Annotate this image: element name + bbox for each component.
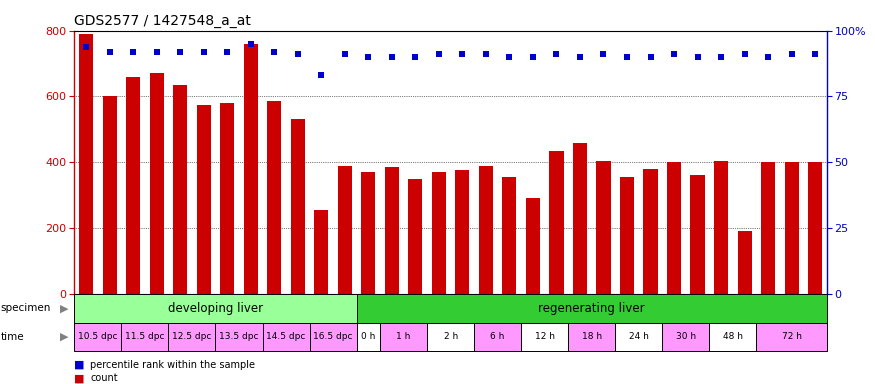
Bar xyxy=(150,73,164,294)
Bar xyxy=(455,170,470,294)
Bar xyxy=(357,294,827,323)
Bar xyxy=(479,166,493,294)
Text: ▶: ▶ xyxy=(60,332,68,342)
Bar xyxy=(122,323,168,351)
Bar xyxy=(215,323,262,351)
Bar xyxy=(550,151,564,294)
Bar xyxy=(502,177,516,294)
Bar xyxy=(168,323,215,351)
Bar xyxy=(597,161,611,294)
Bar xyxy=(409,179,423,294)
Text: 30 h: 30 h xyxy=(676,333,696,341)
Text: 11.5 dpc: 11.5 dpc xyxy=(125,333,164,341)
Bar xyxy=(710,323,756,351)
Bar xyxy=(314,210,328,294)
Bar xyxy=(526,199,540,294)
Text: 48 h: 48 h xyxy=(723,333,743,341)
Bar xyxy=(615,323,662,351)
Text: specimen: specimen xyxy=(1,303,52,313)
Bar xyxy=(74,294,357,323)
Bar xyxy=(243,44,258,294)
Bar xyxy=(290,119,304,294)
Text: percentile rank within the sample: percentile rank within the sample xyxy=(90,360,256,370)
Bar xyxy=(432,172,446,294)
Bar xyxy=(662,323,710,351)
Text: developing liver: developing liver xyxy=(168,302,263,314)
Text: 24 h: 24 h xyxy=(629,333,648,341)
Bar xyxy=(573,142,587,294)
Bar xyxy=(690,175,704,294)
Bar xyxy=(126,77,140,294)
Text: 16.5 dpc: 16.5 dpc xyxy=(313,333,353,341)
Text: 6 h: 6 h xyxy=(491,333,505,341)
Text: 2 h: 2 h xyxy=(444,333,458,341)
Bar xyxy=(667,162,681,294)
Bar xyxy=(310,323,357,351)
Text: regenerating liver: regenerating liver xyxy=(538,302,645,314)
Text: 14.5 dpc: 14.5 dpc xyxy=(266,333,305,341)
Bar xyxy=(714,161,728,294)
Bar xyxy=(568,323,615,351)
Text: 18 h: 18 h xyxy=(582,333,602,341)
Bar xyxy=(761,162,775,294)
Bar xyxy=(267,101,282,294)
Bar xyxy=(427,323,474,351)
Text: 72 h: 72 h xyxy=(781,333,802,341)
Bar xyxy=(79,34,94,294)
Text: time: time xyxy=(1,332,24,342)
Bar xyxy=(643,169,658,294)
Text: 0 h: 0 h xyxy=(361,333,375,341)
Text: 10.5 dpc: 10.5 dpc xyxy=(78,333,117,341)
Text: count: count xyxy=(90,373,118,383)
Bar xyxy=(74,323,122,351)
Bar xyxy=(385,167,399,294)
Bar xyxy=(522,323,568,351)
Bar xyxy=(756,323,827,351)
Text: ▶: ▶ xyxy=(60,303,68,313)
Bar xyxy=(380,323,427,351)
Bar xyxy=(361,172,375,294)
Bar xyxy=(173,85,187,294)
Text: 12.5 dpc: 12.5 dpc xyxy=(172,333,212,341)
Bar xyxy=(220,103,234,294)
Bar xyxy=(474,323,522,351)
Bar xyxy=(808,162,822,294)
Bar xyxy=(357,323,380,351)
Bar xyxy=(620,177,634,294)
Text: 13.5 dpc: 13.5 dpc xyxy=(220,333,259,341)
Bar xyxy=(738,231,752,294)
Bar xyxy=(102,96,116,294)
Bar xyxy=(785,162,799,294)
Bar xyxy=(262,323,310,351)
Bar xyxy=(338,166,352,294)
Bar xyxy=(197,105,211,294)
Text: ■: ■ xyxy=(74,360,85,370)
Text: 1 h: 1 h xyxy=(396,333,410,341)
Text: 12 h: 12 h xyxy=(535,333,555,341)
Text: ■: ■ xyxy=(74,373,85,383)
Text: GDS2577 / 1427548_a_at: GDS2577 / 1427548_a_at xyxy=(74,14,251,28)
